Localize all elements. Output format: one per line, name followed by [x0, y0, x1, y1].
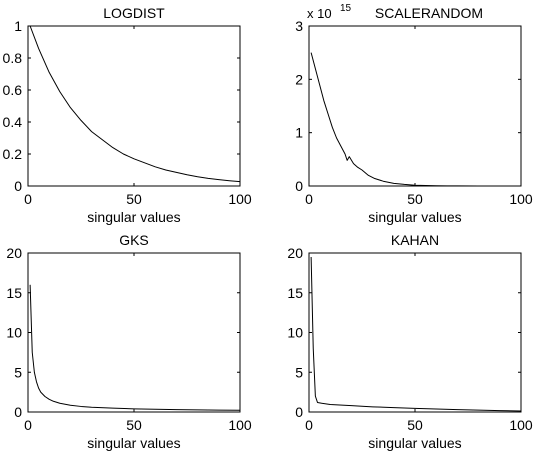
x-axis-label: singular values: [87, 435, 180, 451]
series-line: [310, 256, 522, 412]
y-tick-label: 20: [287, 245, 303, 261]
y-tick-label: 0.6: [3, 82, 23, 98]
y-tick-label: 0: [295, 404, 303, 420]
y-tick-label: 5: [14, 364, 22, 380]
x-tick-label: 100: [509, 191, 533, 207]
y-tick-label: 5: [295, 364, 303, 380]
x-tick-label: 50: [126, 191, 142, 207]
y-tick-label: 0: [14, 404, 22, 420]
x-tick-label: 100: [228, 191, 252, 207]
y-tick-label: 0.4: [3, 114, 23, 130]
y-tick-label: 1: [14, 18, 22, 34]
y-tick-label: 10: [6, 325, 22, 341]
x-tick-label: 50: [407, 417, 423, 433]
x-tick-label: 0: [305, 417, 313, 433]
axes-frame: [308, 25, 522, 187]
y-tick-label: 20: [6, 245, 22, 261]
x-tick-label: 100: [228, 417, 252, 433]
subplot-4: 0 50 100 0 5 10 15 20 singular values KAHAN: [287, 232, 532, 451]
series-line: [29, 284, 241, 411]
y-tick-label: 0: [295, 178, 303, 194]
chart-title: LOGDIST: [103, 5, 165, 21]
chart-title: GKS: [119, 232, 149, 248]
x-tick-label: 0: [24, 191, 32, 207]
x-tick-label: 50: [407, 191, 423, 207]
y-tick-label: 0: [14, 178, 22, 194]
x-tick-label: 100: [509, 417, 533, 433]
x-axis-label: singular values: [368, 209, 461, 225]
axes-frame: [308, 252, 522, 413]
y-tick-label: 2: [295, 71, 303, 87]
series-line: [310, 52, 522, 187]
subplot-2: 0 50 100 0 1 2 3 singular values SCALERANDOM x 10…: [295, 3, 533, 225]
chart-title: SCALERANDOM: [375, 5, 483, 21]
series-line: [29, 25, 241, 183]
x-tick-label: 50: [126, 417, 142, 433]
y-tick-label: 1: [295, 125, 303, 141]
y-tick-label: 0.8: [3, 50, 23, 66]
x-axis-label: singular values: [87, 209, 180, 225]
x-axis-label: singular values: [368, 435, 461, 451]
axes-frame: [27, 25, 241, 187]
exponent-label: x 10: [307, 6, 332, 21]
chart-title: KAHAN: [391, 232, 439, 248]
y-tick-label: 3: [295, 18, 303, 34]
x-tick-label: 0: [305, 191, 313, 207]
axes-frame: [27, 252, 241, 413]
y-tick-label: 15: [287, 285, 303, 301]
subplot-3: 0 50 100 0 5 10 15 20 singular values GKS: [6, 232, 251, 451]
y-tick-label: 15: [6, 285, 22, 301]
y-tick-label: 0.2: [3, 146, 23, 162]
x-tick-label: 0: [24, 417, 32, 433]
y-tick-label: 10: [287, 325, 303, 341]
subplot-1: 0 50 100 0 0.2 0.4 0.6 0.8 1 singular values LOGDI…: [3, 5, 252, 225]
exponent-power: 15: [340, 3, 352, 14]
